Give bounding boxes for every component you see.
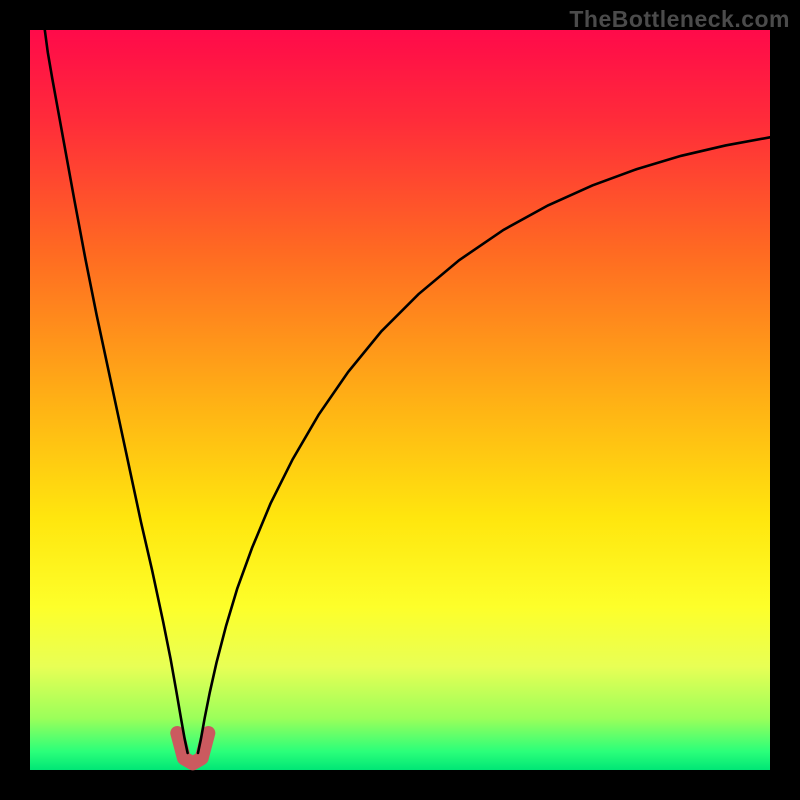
chart-svg: [0, 0, 800, 800]
chart-canvas: TheBottleneck.com: [0, 0, 800, 800]
watermark-text: TheBottleneck.com: [569, 6, 790, 33]
plot-background-gradient: [30, 30, 770, 770]
